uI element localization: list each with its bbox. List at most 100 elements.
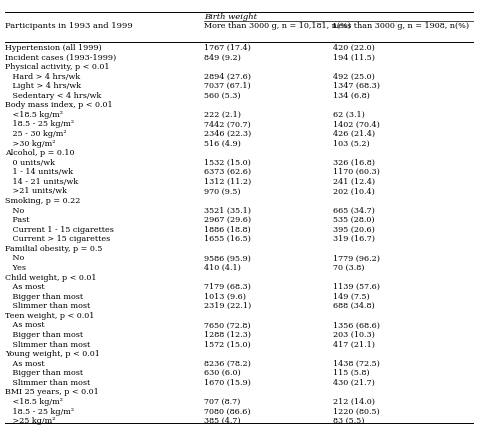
Text: 7650 (72.8): 7650 (72.8) bbox=[204, 322, 251, 329]
Text: Physical activity, p < 0.01: Physical activity, p < 0.01 bbox=[5, 63, 110, 71]
Text: Slimmer than most: Slimmer than most bbox=[5, 302, 91, 310]
Text: 1347 (68.3): 1347 (68.3) bbox=[333, 82, 380, 90]
Text: 420 (22.0): 420 (22.0) bbox=[333, 44, 375, 52]
Text: 103 (5.2): 103 (5.2) bbox=[333, 140, 370, 148]
Text: Past: Past bbox=[5, 216, 30, 224]
Text: BMI 25 years, p < 0.01: BMI 25 years, p < 0.01 bbox=[5, 388, 99, 396]
Text: 241 (12.4): 241 (12.4) bbox=[333, 178, 376, 186]
Text: Smoking, p = 0.22: Smoking, p = 0.22 bbox=[5, 197, 80, 205]
Text: 1532 (15.0): 1532 (15.0) bbox=[204, 159, 251, 167]
Text: 430 (21.7): 430 (21.7) bbox=[333, 379, 375, 387]
Text: <18.5 kg/m²: <18.5 kg/m² bbox=[5, 398, 63, 406]
Text: Bigger than most: Bigger than most bbox=[5, 331, 83, 339]
Text: 1220 (80.5): 1220 (80.5) bbox=[333, 408, 380, 415]
Text: 1670 (15.9): 1670 (15.9) bbox=[204, 379, 251, 387]
Text: 492 (25.0): 492 (25.0) bbox=[333, 72, 375, 81]
Text: As most: As most bbox=[5, 360, 45, 368]
Text: 1402 (70.4): 1402 (70.4) bbox=[333, 121, 380, 128]
Text: 1356 (68.6): 1356 (68.6) bbox=[333, 322, 380, 329]
Text: 1438 (72.5): 1438 (72.5) bbox=[333, 360, 380, 368]
Text: 70 (3.8): 70 (3.8) bbox=[333, 264, 365, 272]
Text: As most: As most bbox=[5, 322, 45, 329]
Text: Slimmer than most: Slimmer than most bbox=[5, 341, 91, 349]
Text: >21 units/wk: >21 units/wk bbox=[5, 187, 67, 195]
Text: Child weight, p < 0.01: Child weight, p < 0.01 bbox=[5, 273, 97, 282]
Text: 6373 (62.6): 6373 (62.6) bbox=[204, 168, 251, 176]
Text: 1767 (17.4): 1767 (17.4) bbox=[204, 44, 251, 52]
Text: 9586 (95.9): 9586 (95.9) bbox=[204, 254, 251, 263]
Text: 1170 (60.3): 1170 (60.3) bbox=[333, 168, 380, 176]
Text: 14 - 21 units/wk: 14 - 21 units/wk bbox=[5, 178, 79, 186]
Text: 62 (3.1): 62 (3.1) bbox=[333, 111, 365, 119]
Text: 535 (28.0): 535 (28.0) bbox=[333, 216, 375, 224]
Text: 326 (16.8): 326 (16.8) bbox=[333, 159, 376, 167]
Text: Bigger than most: Bigger than most bbox=[5, 369, 83, 377]
Text: 7080 (86.6): 7080 (86.6) bbox=[204, 408, 251, 415]
Text: 0 units/wk: 0 units/wk bbox=[5, 159, 55, 167]
Text: 516 (4.9): 516 (4.9) bbox=[204, 140, 241, 148]
Text: 1 - 14 units/wk: 1 - 14 units/wk bbox=[5, 168, 73, 176]
Text: No: No bbox=[5, 254, 24, 263]
Text: 849 (9.2): 849 (9.2) bbox=[204, 53, 241, 62]
Text: Less than 3000 g, n = 1908, n(%): Less than 3000 g, n = 1908, n(%) bbox=[333, 22, 469, 30]
Text: 970 (9.5): 970 (9.5) bbox=[204, 187, 241, 195]
Text: 8236 (78.2): 8236 (78.2) bbox=[204, 360, 251, 368]
Text: 194 (11.5): 194 (11.5) bbox=[333, 53, 376, 62]
Text: Yes: Yes bbox=[5, 264, 26, 272]
Text: 134 (6.8): 134 (6.8) bbox=[333, 92, 370, 100]
Text: 2894 (27.6): 2894 (27.6) bbox=[204, 72, 251, 81]
Text: 560 (5.3): 560 (5.3) bbox=[204, 92, 241, 100]
Text: Young weight, p < 0.01: Young weight, p < 0.01 bbox=[5, 350, 100, 358]
Text: 115 (5.8): 115 (5.8) bbox=[333, 369, 370, 377]
Text: Alcohol, p = 0.10: Alcohol, p = 0.10 bbox=[5, 149, 75, 157]
Text: Teen weight, p < 0.01: Teen weight, p < 0.01 bbox=[5, 312, 95, 320]
Text: Participants in 1993 and 1999: Participants in 1993 and 1999 bbox=[5, 22, 133, 30]
Text: 7442 (70.7): 7442 (70.7) bbox=[204, 121, 251, 128]
Text: Hard > 4 hrs/wk: Hard > 4 hrs/wk bbox=[5, 72, 80, 81]
Text: Familial obesity, p = 0.5: Familial obesity, p = 0.5 bbox=[5, 245, 103, 253]
Text: 3521 (35.1): 3521 (35.1) bbox=[204, 207, 251, 214]
Text: Sedentary < 4 hrs/wk: Sedentary < 4 hrs/wk bbox=[5, 92, 102, 100]
Text: 25 - 30 kg/m²: 25 - 30 kg/m² bbox=[5, 130, 67, 138]
Text: 7179 (68.3): 7179 (68.3) bbox=[204, 283, 251, 291]
Text: 1013 (9.6): 1013 (9.6) bbox=[204, 293, 246, 301]
Text: 2346 (22.3): 2346 (22.3) bbox=[204, 130, 251, 138]
Text: Body mass index, p < 0.01: Body mass index, p < 0.01 bbox=[5, 101, 113, 109]
Text: As most: As most bbox=[5, 283, 45, 291]
Text: 688 (34.8): 688 (34.8) bbox=[333, 302, 375, 310]
Text: 83 (5.5): 83 (5.5) bbox=[333, 417, 365, 425]
Text: >30 kg/m²: >30 kg/m² bbox=[5, 140, 56, 148]
Text: 1779 (96.2): 1779 (96.2) bbox=[333, 254, 380, 263]
Text: 222 (2.1): 222 (2.1) bbox=[204, 111, 241, 119]
Text: Birth weight: Birth weight bbox=[204, 13, 257, 21]
Text: 1288 (12.3): 1288 (12.3) bbox=[204, 331, 251, 339]
Text: Current 1 - 15 cigarettes: Current 1 - 15 cigarettes bbox=[5, 226, 114, 234]
Text: 1139 (57.6): 1139 (57.6) bbox=[333, 283, 380, 291]
Text: 395 (20.6): 395 (20.6) bbox=[333, 226, 375, 234]
Text: 7037 (67.1): 7037 (67.1) bbox=[204, 82, 251, 90]
Text: <18.5 kg/m²: <18.5 kg/m² bbox=[5, 111, 63, 119]
Text: Slimmer than most: Slimmer than most bbox=[5, 379, 91, 387]
Text: 2319 (22.1): 2319 (22.1) bbox=[204, 302, 251, 310]
Text: 426 (21.4): 426 (21.4) bbox=[333, 130, 376, 138]
Text: 2967 (29.6): 2967 (29.6) bbox=[204, 216, 251, 224]
Text: 417 (21.1): 417 (21.1) bbox=[333, 341, 376, 349]
Text: Bigger than most: Bigger than most bbox=[5, 293, 83, 301]
Text: 1312 (11.2): 1312 (11.2) bbox=[204, 178, 251, 186]
Text: 149 (7.5): 149 (7.5) bbox=[333, 293, 370, 301]
Text: 212 (14.0): 212 (14.0) bbox=[333, 398, 376, 406]
Text: 203 (10.3): 203 (10.3) bbox=[333, 331, 375, 339]
Text: 202 (10.4): 202 (10.4) bbox=[333, 187, 375, 195]
Text: 707 (8.7): 707 (8.7) bbox=[204, 398, 240, 406]
Text: 410 (4.1): 410 (4.1) bbox=[204, 264, 241, 272]
Text: No: No bbox=[5, 207, 24, 214]
Text: Current > 15 cigarettes: Current > 15 cigarettes bbox=[5, 235, 111, 243]
Text: 18.5 - 25 kg/m²: 18.5 - 25 kg/m² bbox=[5, 408, 74, 415]
Text: Incident cases (1993-1999): Incident cases (1993-1999) bbox=[5, 53, 116, 62]
Text: >25 kg/m²: >25 kg/m² bbox=[5, 417, 56, 425]
Text: Hypertension (all 1999): Hypertension (all 1999) bbox=[5, 44, 102, 52]
Text: 665 (34.7): 665 (34.7) bbox=[333, 207, 375, 214]
Text: 385 (4.7): 385 (4.7) bbox=[204, 417, 241, 425]
Text: 1886 (18.8): 1886 (18.8) bbox=[204, 226, 251, 234]
Text: 630 (6.0): 630 (6.0) bbox=[204, 369, 241, 377]
